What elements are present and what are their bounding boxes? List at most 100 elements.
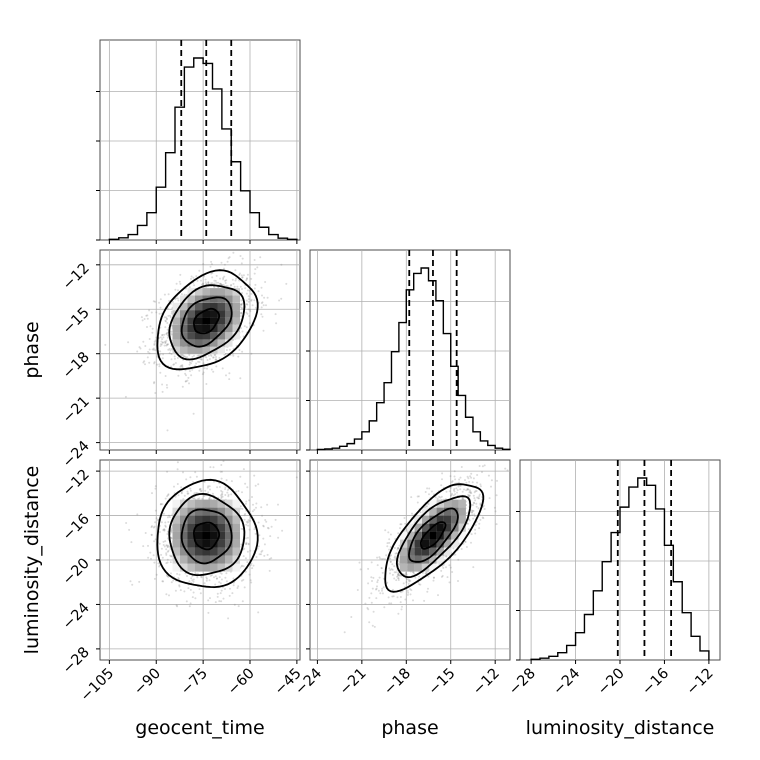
scatter-point: [409, 593, 412, 596]
density-cell: [180, 332, 188, 340]
density-cell: [202, 547, 210, 556]
y-tick-label: −18: [60, 349, 93, 382]
scatter-point: [441, 472, 444, 475]
scatter-point: [131, 583, 134, 586]
scatter-point: [393, 565, 396, 568]
scatter-point: [249, 310, 252, 313]
density-cell: [400, 547, 408, 556]
density-cell: [172, 302, 180, 311]
scatter-point: [251, 496, 253, 498]
scatter-point: [249, 564, 252, 567]
scatter-point: [155, 573, 158, 576]
scatter-point: [380, 567, 383, 570]
scatter-point: [214, 358, 217, 361]
2d-panel-geocent_time-vs-luminosity_distance: [96, 457, 301, 664]
x-tick-label: −18: [381, 666, 414, 699]
scatter-point: [263, 554, 266, 557]
scatter-point: [471, 511, 474, 514]
scatter-point: [161, 338, 164, 341]
scatter-point: [220, 283, 223, 286]
scatter-point: [386, 542, 389, 545]
scatter-point: [199, 487, 202, 490]
scatter-point: [215, 356, 217, 358]
scatter-point: [188, 370, 191, 373]
scatter-point: [266, 296, 269, 299]
scatter-point: [246, 277, 248, 280]
scatter-point: [161, 333, 164, 336]
scatter-point: [243, 586, 246, 589]
density-cell: [195, 523, 203, 532]
scatter-point: [162, 336, 165, 339]
scatter-point: [379, 592, 382, 595]
scatter-point: [169, 554, 172, 557]
scatter-point: [238, 457, 240, 459]
density-cell: [202, 531, 210, 540]
scatter-point: [428, 493, 430, 496]
contour-level: [168, 492, 246, 576]
scatter-point: [370, 601, 373, 604]
hist-panel-geocent_time: [96, 39, 301, 244]
density-cell: [444, 547, 452, 556]
x-tick-label: −28: [506, 666, 539, 699]
scatter-point: [170, 528, 173, 531]
scatter-point: [238, 273, 241, 276]
scatter-point: [125, 522, 128, 524]
scatter-point: [367, 582, 370, 585]
scatter-point: [159, 343, 162, 346]
scatter-point: [211, 276, 214, 279]
scatter-point: [202, 283, 205, 285]
density-cell: [429, 555, 437, 564]
scatter-point: [206, 367, 208, 370]
hist-panel-phase: [306, 249, 511, 454]
y-tick-label: −24: [60, 600, 93, 633]
scatter-point: [396, 596, 399, 599]
scatter-point: [249, 519, 252, 522]
contour-level: [408, 507, 459, 563]
scatter-point: [231, 592, 234, 595]
scatter-point: [376, 556, 379, 559]
scatter-point: [184, 372, 187, 375]
scatter-point: [164, 525, 167, 528]
scatter-point: [220, 589, 223, 592]
scatter-point: [241, 292, 244, 294]
scatter-point: [178, 578, 180, 581]
y-tick-label: −24: [60, 438, 93, 471]
scatter-point: [482, 517, 485, 520]
scatter-point: [265, 304, 267, 307]
scatter-point: [226, 491, 229, 494]
scatter-point: [141, 319, 144, 322]
scatter-point: [421, 571, 424, 574]
scatter-point: [275, 322, 278, 325]
scatter-point: [405, 572, 408, 575]
histogram-phase: [316, 267, 511, 451]
scatter-point: [222, 277, 225, 279]
density-cell: [400, 531, 408, 540]
scatter-point: [205, 576, 208, 579]
x-axis-label-luminosity_distance: luminosity_distance: [526, 717, 715, 739]
scatter-point: [188, 363, 191, 366]
scatter-point: [152, 300, 155, 303]
scatter-point: [380, 558, 383, 561]
scatter-point: [262, 525, 265, 528]
density-cell: [202, 539, 210, 548]
scatter-point: [211, 492, 214, 495]
scatter-point: [454, 478, 457, 481]
x-tick-label: −15: [426, 666, 459, 699]
scatter-point: [241, 276, 244, 279]
density-cell: [458, 507, 466, 516]
scatter-point: [187, 492, 190, 495]
scatter-point: [180, 354, 183, 356]
scatter-point: [159, 371, 162, 374]
scatter-point: [223, 275, 226, 278]
scatter-point: [449, 566, 452, 569]
scatter-point: [181, 365, 184, 368]
scatter-point: [433, 576, 435, 579]
scatter-point: [198, 369, 201, 372]
density-cell: [180, 515, 188, 524]
scatter-point: [477, 497, 480, 500]
scatter-point: [413, 572, 415, 575]
scatter-point: [243, 325, 246, 328]
x-tick-label: −24: [550, 666, 583, 699]
scatter-point: [427, 502, 429, 505]
density-cell: [195, 288, 203, 296]
